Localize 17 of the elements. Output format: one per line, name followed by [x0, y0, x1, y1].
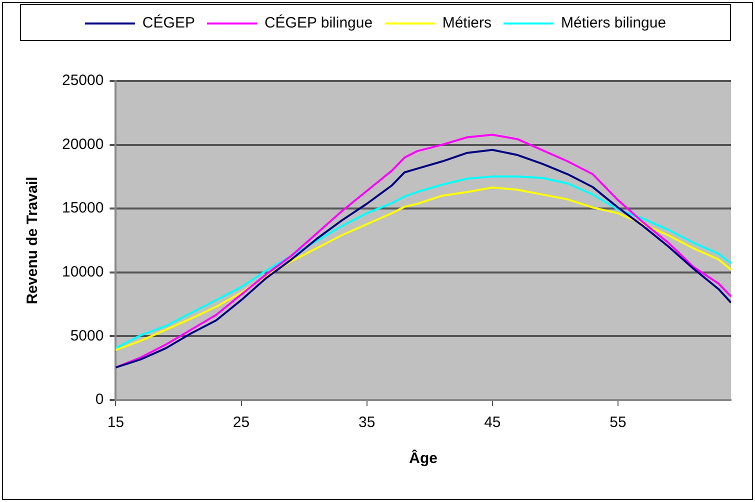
legend-label: CÉGEP bilingue	[264, 14, 373, 32]
y-tick-label: 0	[95, 391, 104, 408]
y-tick-label: 15000	[62, 200, 104, 217]
x-tick-label: 45	[484, 414, 501, 432]
x-axis-title: Âge	[409, 449, 438, 468]
y-axis-title: Revenu de Travail	[24, 176, 42, 304]
legend-label: CÉGEP	[142, 14, 195, 32]
x-tick-label: 15	[107, 414, 124, 432]
legend-label: Métiers bilingue	[561, 14, 666, 32]
x-tick-label: 25	[232, 414, 250, 432]
y-tick-label: 25000	[62, 72, 104, 90]
legend-label: Métiers	[442, 14, 492, 32]
y-tick-label: 20000	[62, 136, 104, 153]
x-tick-label: 55	[610, 414, 626, 432]
y-tick-label: 5000	[70, 327, 104, 344]
y-tick-label: 10000	[62, 264, 104, 281]
x-tick-label: 35	[358, 414, 376, 432]
